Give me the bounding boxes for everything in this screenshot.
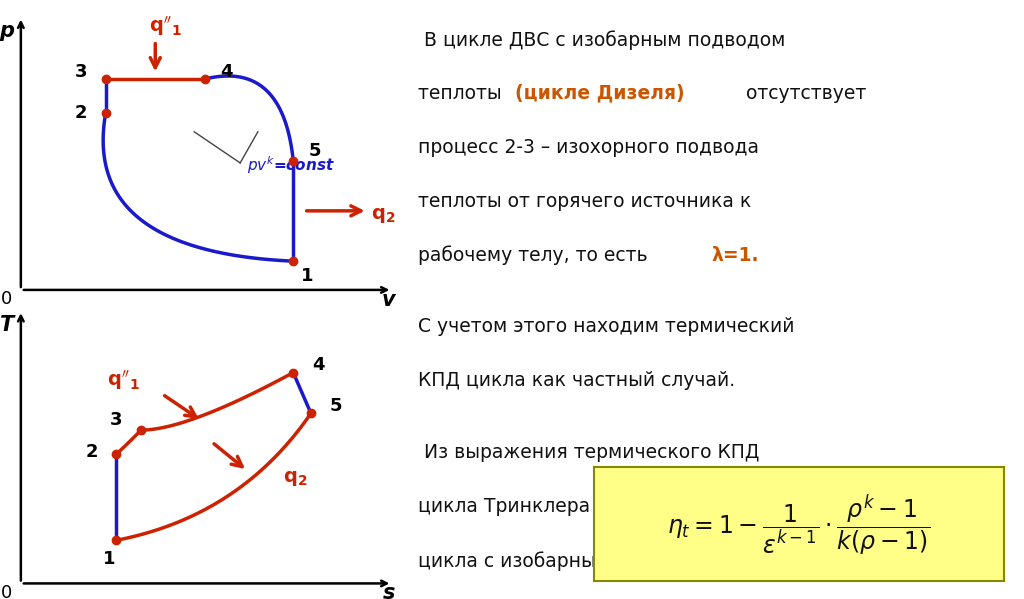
Text: s: s [383, 583, 395, 599]
Text: 4: 4 [311, 356, 325, 374]
Text: 4: 4 [220, 63, 232, 81]
Text: отсутствует: отсутствует [739, 84, 866, 103]
Text: 2: 2 [85, 443, 98, 461]
Text: процесс 2-3 – изохорного подвода: процесс 2-3 – изохорного подвода [418, 138, 759, 157]
Text: теплоты от горячего источника к: теплоты от горячего источника к [418, 192, 752, 211]
Text: $\mathbf{q_2}$: $\mathbf{q_2}$ [283, 468, 307, 488]
Text: Из выражения термического КПД: Из выражения термического КПД [418, 443, 760, 462]
Text: (цикле Дизеля): (цикле Дизеля) [515, 84, 684, 103]
Text: 1: 1 [103, 550, 116, 568]
Text: p: p [0, 21, 14, 41]
Text: λ=1.: λ=1. [712, 246, 759, 265]
Text: $\mathbf{q_2}$: $\mathbf{q_2}$ [371, 206, 395, 225]
Text: КПД цикла как частный случай.: КПД цикла как частный случай. [418, 371, 735, 391]
Text: 0: 0 [1, 291, 12, 308]
Text: 5: 5 [330, 397, 342, 415]
Text: рабочему телу, то есть: рабочему телу, то есть [418, 246, 653, 265]
Text: $\eta_t =1- \dfrac{1}{\varepsilon^{k-1}} \cdot \dfrac{\rho^k -1}{k(\rho -1)}$: $\eta_t =1- \dfrac{1}{\varepsilon^{k-1}}… [668, 492, 930, 556]
Text: цикла Тринклера при λ=1 для: цикла Тринклера при λ=1 для [418, 497, 720, 516]
Text: 0: 0 [1, 584, 12, 599]
Text: 5: 5 [308, 142, 321, 160]
Text: теплоты: теплоты [418, 84, 508, 103]
Text: 2: 2 [75, 104, 87, 122]
Text: v: v [382, 289, 395, 310]
Text: В цикле ДВС с изобарным подводом: В цикле ДВС с изобарным подводом [418, 30, 785, 50]
Text: цикла с изобарным подводом: цикла с изобарным подводом [418, 551, 714, 571]
Text: T: T [0, 314, 14, 335]
Text: $pv^k$=const: $pv^k$=const [247, 155, 336, 176]
Text: 1: 1 [301, 267, 313, 285]
Text: С учетом этого находим термический: С учетом этого находим термический [418, 317, 795, 337]
Text: 3: 3 [111, 412, 123, 429]
Text: 3: 3 [75, 63, 87, 81]
Text: $\mathbf{q''_1}$: $\mathbf{q''_1}$ [150, 14, 182, 38]
Text: $\mathbf{q''_1}$: $\mathbf{q''_1}$ [106, 368, 140, 392]
